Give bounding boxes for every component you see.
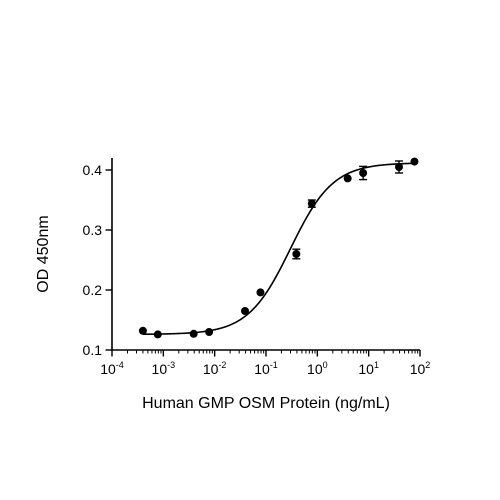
x-axis-title: Human GMP OSM Protein (ng/mL) (142, 395, 390, 412)
y-tick-label: 0.3 (83, 222, 103, 238)
data-point (410, 157, 419, 166)
x-tick-label: 102 (410, 360, 431, 377)
fit-curve (142, 162, 415, 336)
data-point (241, 307, 250, 315)
x-major-ticks: 10-4 10-3 10-2 10-1 100 101 102 (100, 350, 430, 377)
data-point (307, 199, 316, 208)
x-tick-label: 10-1 (254, 360, 278, 377)
x-tick-label: 10-2 (203, 360, 227, 377)
x-tick-label-base: 10 (152, 361, 168, 377)
x-tick-label-base: 10 (100, 361, 116, 377)
data-point (359, 169, 368, 177)
x-tick-label-exponent: -3 (167, 360, 175, 370)
data-point (292, 250, 301, 258)
x-tick-label-exponent: 0 (323, 360, 328, 370)
x-tick-label: 100 (307, 360, 328, 377)
x-tick-label: 10-3 (152, 360, 176, 377)
x-tick-label: 101 (358, 360, 379, 377)
data-point (138, 326, 147, 335)
y-tick-label: 0.4 (83, 162, 103, 178)
x-tick-label-exponent: -4 (116, 360, 124, 370)
y-axis-title: OD 450nm (35, 215, 52, 292)
data-point (189, 329, 198, 338)
x-minor-ticks (126, 350, 419, 354)
y-tick-label: 0.1 (83, 342, 103, 358)
data-points (138, 157, 419, 339)
y-tick-label: 0.2 (83, 282, 103, 298)
data-point (256, 288, 265, 297)
x-tick-label-exponent: -2 (218, 360, 226, 370)
data-point (153, 330, 162, 339)
x-tick-label-exponent: 1 (374, 360, 379, 370)
x-tick-label-exponent: -1 (270, 360, 278, 370)
x-tick-label-base: 10 (203, 361, 219, 377)
data-point (205, 328, 214, 336)
x-tick-label-base: 10 (254, 361, 270, 377)
x-tick-label-base: 10 (410, 361, 426, 377)
x-tick-label: 10-4 (100, 360, 124, 377)
data-point (343, 174, 352, 183)
x-tick-label-base: 10 (358, 361, 374, 377)
data-point (395, 163, 404, 171)
y-ticks: 0.1 0.2 0.3 0.4 (83, 162, 112, 358)
x-tick-label-base: 10 (307, 361, 323, 377)
x-tick-label-exponent: 2 (425, 360, 430, 370)
